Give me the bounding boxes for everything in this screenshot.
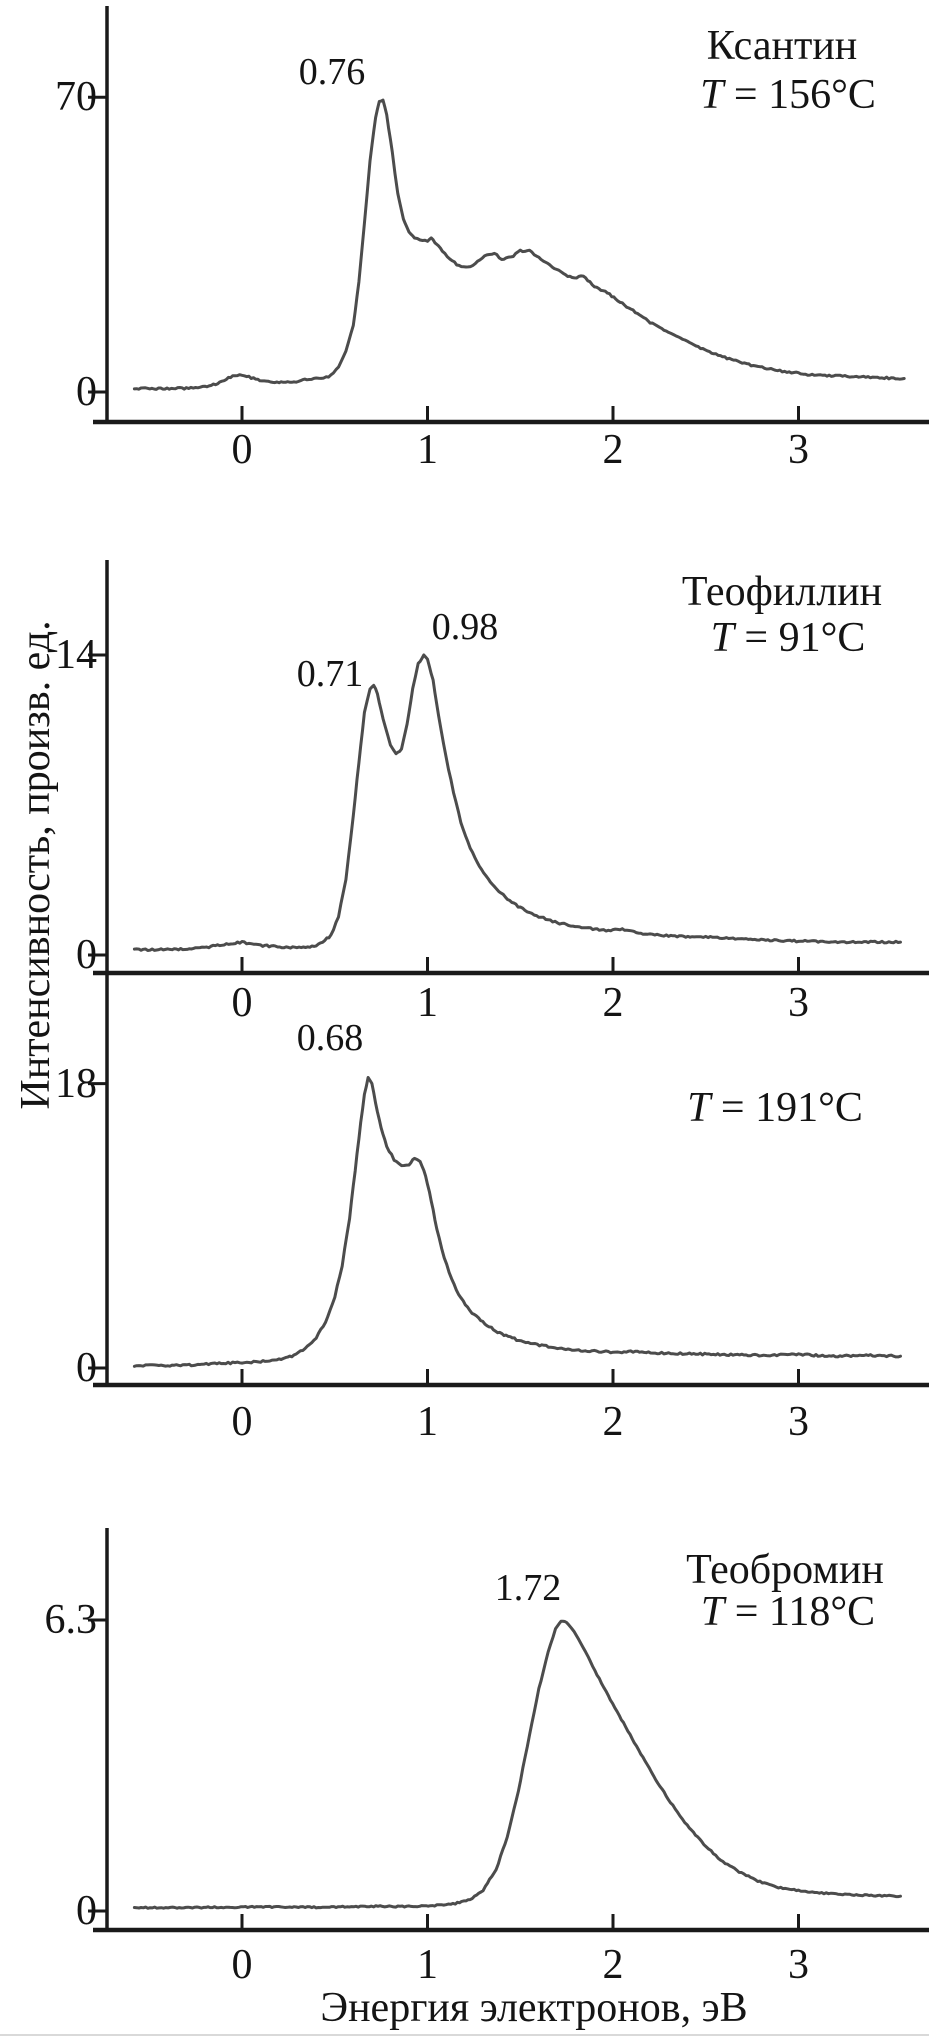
- temperature-symbol: T: [687, 1085, 711, 1131]
- temperature-symbol: T: [700, 1589, 725, 1635]
- panel1-x-tick-label-3: 3: [788, 427, 809, 473]
- panel3-peak-label: 0.68: [296, 1017, 364, 1059]
- panel2-x-tick-label-0: 0: [231, 980, 253, 1026]
- panel2-title: Теофиллин: [681, 569, 883, 615]
- panel1-x-tick-label-1: 1: [417, 427, 438, 473]
- panel2-peak-label-071: 0.71: [296, 653, 364, 695]
- panel4-x-tick-label-3: 3: [788, 1942, 809, 1988]
- x-axis-title: Энергия электронов, эВ: [320, 1985, 748, 2031]
- panel2-x-tick-label-3: 3: [788, 980, 809, 1026]
- panel4-x-tick-label-0: 0: [231, 1942, 253, 1988]
- figure-bottom-border: [0, 2034, 929, 2036]
- xanthine-spectrum-curve: [132, 98, 906, 391]
- panel3-x-tick-label-1: 1: [417, 1399, 438, 1445]
- panel4-peak-label: 1.72: [494, 1567, 562, 1609]
- panel2-ytick-0: 0: [76, 932, 97, 978]
- panel1-title: Ксантин: [706, 23, 858, 69]
- panel1-ytick-0: 0: [76, 369, 97, 415]
- panel2-x-tick-label-2: 2: [602, 980, 624, 1026]
- panel1-x-tick-label-2: 2: [602, 427, 624, 473]
- theophylline-91C-spectrum-curve: [132, 653, 902, 952]
- temperature-value: = 91°C: [733, 615, 866, 661]
- panel2-ytick-14: 14: [55, 632, 97, 678]
- temperature-value: = 156°C: [723, 72, 876, 118]
- panel1-peak-label: 0.76: [298, 51, 366, 93]
- y-axis-title: Интенсивность, произв. ед.: [13, 620, 59, 1110]
- temperature-value: = 118°C: [724, 1589, 876, 1635]
- panel3-temperature: T = 191°C: [687, 1087, 863, 1129]
- panel1-x-tick-label-0: 0: [231, 427, 253, 473]
- panel2-peak-label-098: 0.98: [431, 606, 499, 648]
- panel1-ytick-70: 70: [55, 74, 97, 120]
- panel4-temperature: T = 118°C: [701, 1591, 875, 1633]
- panel2-x-tick-label-1: 1: [417, 980, 438, 1026]
- theophylline-191C-spectrum-curve: [132, 1076, 902, 1368]
- panel4-x-tick-label-2: 2: [602, 1942, 624, 1988]
- panel4-ytick-63: 6.3: [44, 1597, 98, 1643]
- panel3-ytick-0: 0: [76, 1345, 97, 1391]
- temperature-symbol: T: [710, 615, 734, 661]
- temperature-value: = 191°C: [710, 1085, 863, 1131]
- panel4-ytick-0: 0: [76, 1888, 97, 1934]
- panel3-x-tick-label-2: 2: [602, 1399, 624, 1445]
- theobromine-spectrum-curve: [132, 1619, 902, 1910]
- panel3-x-tick-label-3: 3: [788, 1399, 809, 1445]
- panel2-temperature: T = 91°C: [711, 617, 866, 659]
- panel4-title: Теобромин: [686, 1547, 884, 1593]
- temperature-symbol: T: [700, 72, 724, 118]
- panel4-x-tick-label-1: 1: [417, 1942, 438, 1988]
- panel3-x-tick-label-0: 0: [231, 1399, 253, 1445]
- panel3-ytick-18: 18: [55, 1061, 97, 1107]
- panel1-temperature: T = 156°C: [700, 74, 876, 116]
